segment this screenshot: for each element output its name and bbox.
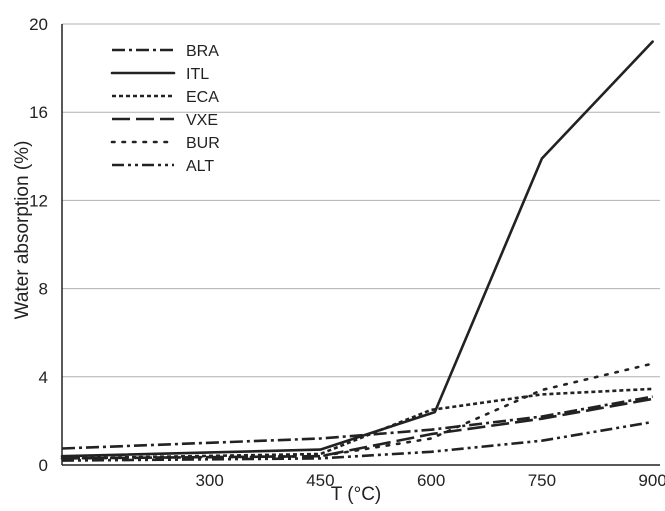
y-tick-label: 0 [39,456,48,475]
series-line-alt [61,420,653,462]
legend-label-itl: ITL [186,66,209,83]
x-tick-label: 900 [638,471,665,490]
x-tick-label: 600 [417,471,445,490]
series-layer [60,40,654,462]
legend-label-bur: BUR [186,135,220,152]
legend: BRA ITL ECA VXE BUR ALT [110,43,220,175]
x-tick-label: 300 [195,471,223,490]
y-tick-label: 16 [29,103,48,122]
axes-layer [61,24,660,466]
legend-label-eca: ECA [186,89,219,106]
series-line-bra [61,395,653,450]
series-line-bur [60,362,654,460]
x-tick-label: 750 [528,471,556,490]
series-line-vxe [61,397,653,460]
legend-label-vxe: VXE [186,112,218,129]
series-line-eca [61,387,653,460]
x-axis-title: T (°C) [331,484,382,505]
series-line-itl [60,40,654,458]
ticks-layer: 0 4 8 12 16 20 300 450 600 750 900 [29,15,665,490]
x-tick-label: 450 [306,471,334,490]
y-tick-label: 4 [39,368,48,387]
legend-label-alt: ALT [186,158,214,175]
grid-layer [62,23,660,378]
y-axis-title: Water absorption (%) [12,141,33,320]
y-tick-label: 20 [29,15,48,34]
y-tick-label: 12 [29,191,48,210]
legend-label-bra: BRA [186,43,219,60]
y-tick-label: 8 [39,280,48,299]
